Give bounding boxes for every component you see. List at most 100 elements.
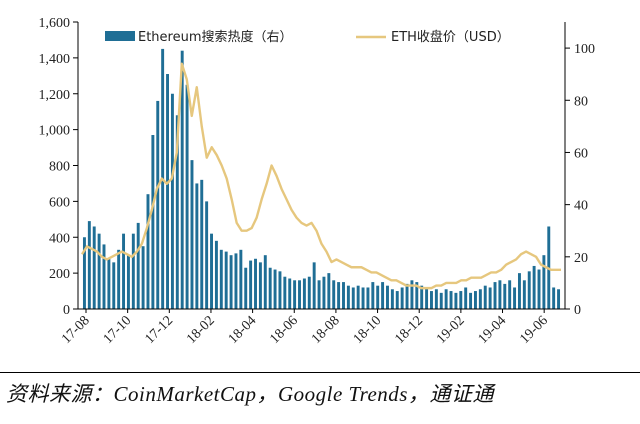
bar [420, 285, 424, 309]
bar [307, 276, 311, 309]
bar [459, 291, 463, 309]
x-tick-label: 17-10 [101, 313, 135, 347]
bar [180, 50, 184, 309]
bar [185, 84, 189, 309]
bar [410, 280, 414, 309]
x-tick-label: 19-04 [476, 313, 510, 347]
bar [469, 292, 473, 309]
bar [146, 194, 150, 309]
source-divider [0, 372, 640, 373]
bar [444, 289, 448, 309]
x-tick-label: 17-12 [142, 313, 176, 347]
x-tick-label: 18-06 [267, 313, 301, 347]
bar [219, 249, 223, 309]
bar [87, 221, 91, 309]
bar [112, 262, 116, 309]
bar [190, 160, 194, 309]
axes: 0 200 400 600 800 1,000 1,200 1,400 1,600 0 20 40 60… [39, 16, 596, 347]
x-tick-label: 19-02 [434, 313, 468, 347]
eth-price-line [80, 62, 561, 290]
bar [141, 246, 145, 309]
bar [542, 255, 546, 309]
bar [200, 179, 204, 309]
bar [170, 93, 174, 309]
bar [493, 282, 497, 309]
bar [361, 287, 365, 309]
bar [102, 244, 106, 309]
bar [312, 262, 316, 309]
right-tick-label: 60 [574, 146, 588, 161]
bar [92, 226, 96, 309]
bar [527, 271, 531, 309]
bar [351, 287, 355, 309]
left-tick-label: 600 [49, 195, 70, 210]
left-tick-label: 800 [49, 160, 70, 175]
bar [151, 135, 155, 309]
bar [386, 285, 389, 309]
bar [537, 269, 541, 309]
right-tick-label: 20 [574, 251, 588, 266]
bar [371, 282, 375, 309]
bar [97, 233, 101, 309]
bar [454, 292, 458, 309]
bar [366, 287, 370, 309]
bar [258, 262, 262, 309]
bar [229, 255, 233, 309]
bar [254, 258, 257, 309]
bar [298, 280, 301, 309]
left-tick-label: 1,000 [39, 124, 71, 139]
bar [205, 201, 209, 310]
right-tick-label: 100 [574, 42, 595, 57]
bar [317, 280, 321, 309]
bar [415, 282, 419, 309]
legend-line-label: ETH收盘价（USD） [391, 29, 510, 45]
bar [131, 233, 135, 309]
bar [268, 267, 272, 309]
bar [107, 258, 111, 309]
bar [488, 287, 492, 309]
x-tick-label: 18-04 [226, 313, 260, 347]
bar [532, 265, 536, 309]
bar [283, 276, 287, 309]
bar [214, 240, 218, 309]
bar [513, 287, 517, 309]
bar [224, 251, 228, 309]
x-tick-label: 19-06 [517, 313, 551, 347]
left-tick-label: 400 [49, 231, 70, 246]
bar [136, 222, 140, 309]
bar [503, 283, 507, 309]
bar [346, 285, 350, 309]
bar [337, 282, 341, 309]
bar [483, 285, 487, 309]
bar [356, 285, 360, 309]
left-tick-label: 1,200 [39, 88, 71, 103]
bar [239, 249, 243, 309]
bar-series [82, 48, 561, 310]
bar [425, 287, 429, 309]
bar [405, 283, 409, 309]
bar [234, 253, 238, 309]
bar [434, 289, 438, 309]
bar [244, 267, 248, 309]
bar [332, 280, 336, 309]
bar [288, 278, 292, 309]
bar [302, 278, 306, 309]
x-tick-label: 17-08 [59, 313, 93, 347]
chart-svg: 0 200 400 600 800 1,000 1,200 1,400 1,600 0 20 40 60… [39, 16, 596, 347]
legend-bar-swatch [105, 31, 135, 41]
bar [400, 287, 404, 309]
bar [82, 237, 86, 309]
bar [327, 273, 331, 310]
bar [395, 291, 399, 309]
bar [122, 233, 126, 309]
bar [126, 255, 130, 309]
left-tick-label: 1,400 [39, 52, 71, 67]
bar [390, 289, 394, 309]
source-note: 资料来源：CoinMarketCap，Google Trends，通证通 [6, 382, 494, 406]
bar [449, 291, 453, 309]
bar [508, 280, 512, 309]
right-tick-label: 40 [574, 199, 588, 214]
legend-bar-label: Ethereum搜索热度（右） [138, 29, 293, 45]
bar [166, 74, 169, 310]
bar [381, 282, 385, 309]
